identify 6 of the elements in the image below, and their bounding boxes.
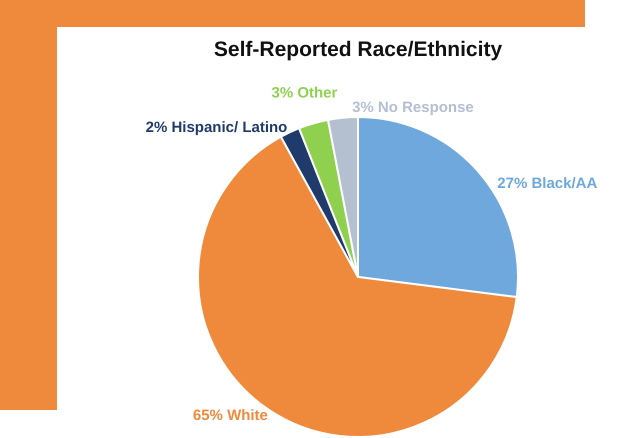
slice-label: 27% Black/AA: [497, 175, 598, 192]
slice-label: 3% Other: [272, 84, 338, 102]
chart-title: Self-Reported Race/Ethnicity: [214, 38, 502, 61]
slice-label: 65% White: [192, 407, 268, 424]
slice-label: 3% No Response: [352, 99, 474, 116]
slice-label: 2% Hispanic/ Latino: [146, 118, 288, 136]
